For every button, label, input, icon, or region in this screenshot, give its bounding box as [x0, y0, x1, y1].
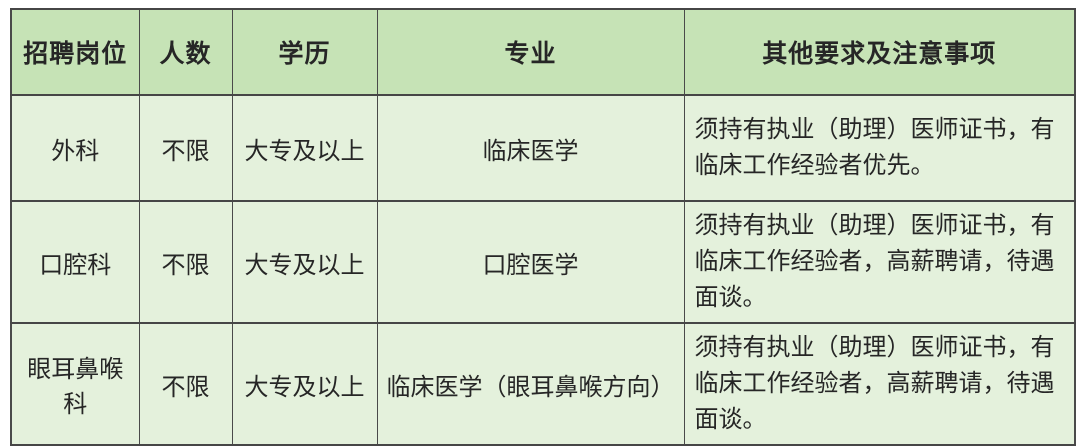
cell-count: 不限 — [138, 200, 233, 324]
cell-position: 口腔科 — [10, 200, 140, 324]
header-cell-count: 人数 — [138, 8, 233, 96]
table-row-dental: 口腔科 不限 大专及以上 口腔医学 须持有执业（助理）医师证书，有临床工作经验者… — [10, 200, 1076, 324]
cell-position: 眼耳鼻喉科 — [10, 322, 140, 446]
header-cell-position: 招聘岗位 — [10, 8, 140, 96]
cell-count: 不限 — [138, 322, 233, 446]
table-row-ent: 眼耳鼻喉科 不限 大专及以上 临床医学（眼耳鼻喉方向） 须持有执业（助理）医师证… — [10, 322, 1076, 446]
cell-position: 外科 — [10, 94, 140, 202]
table-row-surgery: 外科 不限 大专及以上 临床医学 须持有执业（助理）医师证书，有临床工作经验者优… — [10, 94, 1076, 202]
cell-education: 大专及以上 — [231, 200, 378, 324]
cell-count: 不限 — [138, 94, 233, 202]
header-cell-requirements: 其他要求及注意事项 — [683, 8, 1076, 96]
cell-requirements: 须持有执业（助理）医师证书，有临床工作经验者，高薪聘请，待遇面谈。 — [683, 322, 1076, 446]
recruitment-table-container: 招聘岗位 人数 学历 专业 其他要求及注意事项 外科 不限 大专及以上 临床医学… — [10, 8, 1076, 446]
cell-major: 临床医学（眼耳鼻喉方向） — [376, 322, 685, 446]
header-cell-major: 专业 — [376, 8, 685, 96]
cell-education: 大专及以上 — [231, 322, 378, 446]
header-cell-education: 学历 — [231, 8, 378, 96]
cell-major: 临床医学 — [376, 94, 685, 202]
cell-education: 大专及以上 — [231, 94, 378, 202]
cell-requirements: 须持有执业（助理）医师证书，有临床工作经验者优先。 — [683, 94, 1076, 202]
header-row: 招聘岗位 人数 学历 专业 其他要求及注意事项 — [10, 8, 1076, 96]
cell-major: 口腔医学 — [376, 200, 685, 324]
recruitment-table: 招聘岗位 人数 学历 专业 其他要求及注意事项 外科 不限 大专及以上 临床医学… — [10, 8, 1076, 446]
cell-requirements: 须持有执业（助理）医师证书，有临床工作经验者，高薪聘请，待遇面谈。 — [683, 200, 1076, 324]
